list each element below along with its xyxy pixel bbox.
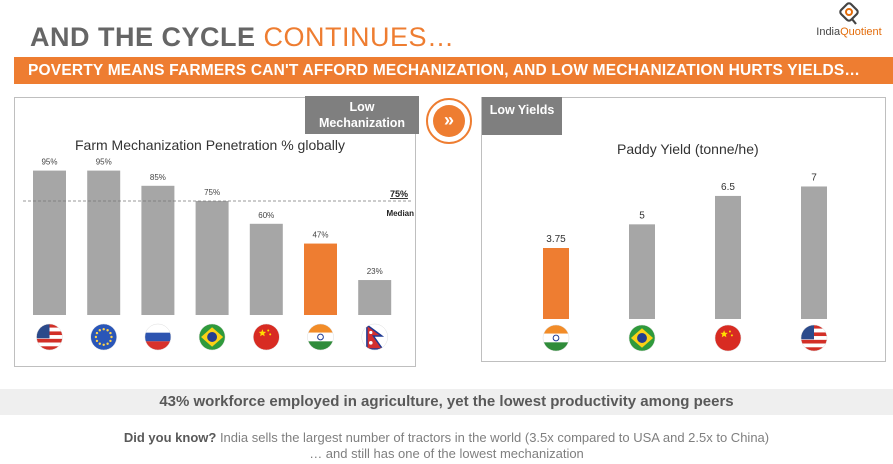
median-name-label: Median (386, 209, 414, 218)
mechanization-data-label: 23% (367, 267, 383, 276)
mechanization-bar-india (304, 243, 337, 315)
flag-china-icon (714, 324, 742, 352)
mechanization-data-label: 85% (150, 173, 166, 182)
low-mechanization-tag-line1: Low (349, 100, 375, 114)
footnote-line2: … and still has one of the lowest mechan… (309, 446, 584, 461)
page-title: AND THE CYCLE CONTINUES… (30, 22, 455, 53)
yield-data-label: 3.75 (546, 234, 566, 245)
mechanization-data-label: 47% (312, 231, 328, 240)
mechanization-data-label: 75% (204, 188, 220, 197)
flag-usa-icon (800, 324, 828, 352)
yield-data-label: 5 (639, 210, 645, 221)
low-mechanization-tag-line2: Mechanization (318, 116, 406, 130)
yield-bar-india (543, 248, 569, 319)
flag-brazil-icon (628, 324, 656, 352)
logo-mark-icon (839, 2, 859, 25)
yield-data-label: 7 (811, 172, 817, 183)
flag-india-icon (542, 324, 570, 352)
mechanization-bar-eu (87, 170, 121, 315)
mechanization-bar-usa (33, 170, 66, 315)
flag-eu-icon (90, 323, 117, 351)
flag-india-icon (307, 323, 334, 351)
india-quotient-logo: IndiaQuotient (809, 2, 889, 42)
mechanization-chart: 95% 95% 85% 75% 60% 47% 23% 75% Median (23, 158, 414, 351)
mechanization-data-label: 60% (258, 211, 274, 220)
logo-text-quotient: Quotient (840, 26, 882, 38)
flag-russia-icon (144, 323, 172, 351)
mechanization-bar-russia (141, 185, 175, 315)
flag-nepal-icon (361, 323, 388, 351)
banner: POVERTY MEANS FARMERS CAN'T AFFORD MECHA… (14, 57, 893, 84)
page-title-part1: AND THE CYCLE (30, 22, 264, 52)
mechanization-data-label: 95% (41, 158, 57, 167)
yield-bar-brazil (629, 224, 655, 319)
yield-data-label: 6.5 (721, 182, 735, 193)
low-yields-tag: Low Yields (482, 97, 562, 135)
yield-chart-title: Paddy Yield (tonne/he) (617, 141, 759, 157)
low-mechanization-tag: Low Mechanization (305, 96, 419, 134)
flag-usa-icon (36, 323, 63, 351)
logo-text-india: India (816, 26, 841, 38)
flag-china-icon (253, 323, 280, 351)
footnote-text: India sells the largest number of tracto… (216, 430, 770, 445)
workforce-strip: 43% workforce employed in agriculture, y… (0, 389, 893, 415)
footnote: Did you know? India sells the largest nu… (0, 430, 893, 462)
page-title-part2: CONTINUES… (263, 22, 455, 52)
mechanization-bar-china (249, 223, 283, 315)
yield-chart: 3.75 5 6.5 7 (542, 172, 828, 352)
mechanization-chart-title: Farm Mechanization Penetration % globall… (75, 137, 346, 153)
yield-bar-china (715, 195, 741, 319)
mechanization-bar-brazil (195, 201, 229, 315)
low-yields-tag-text: Low Yields (489, 103, 555, 117)
mechanization-bar-nepal (358, 280, 392, 315)
footnote-line1: Did you know? India sells the largest nu… (0, 430, 893, 446)
footnote-lead: Did you know? (123, 430, 217, 445)
yield-bar-usa (801, 186, 827, 319)
logo-text: IndiaQuotient (809, 26, 889, 38)
mechanization-data-label: 95% (96, 158, 112, 167)
median-value-label: 75% (390, 189, 408, 199)
next-arrow-button: » (426, 98, 472, 144)
flag-brazil-icon (198, 323, 226, 351)
double-chevron-right-icon: » (433, 105, 465, 137)
